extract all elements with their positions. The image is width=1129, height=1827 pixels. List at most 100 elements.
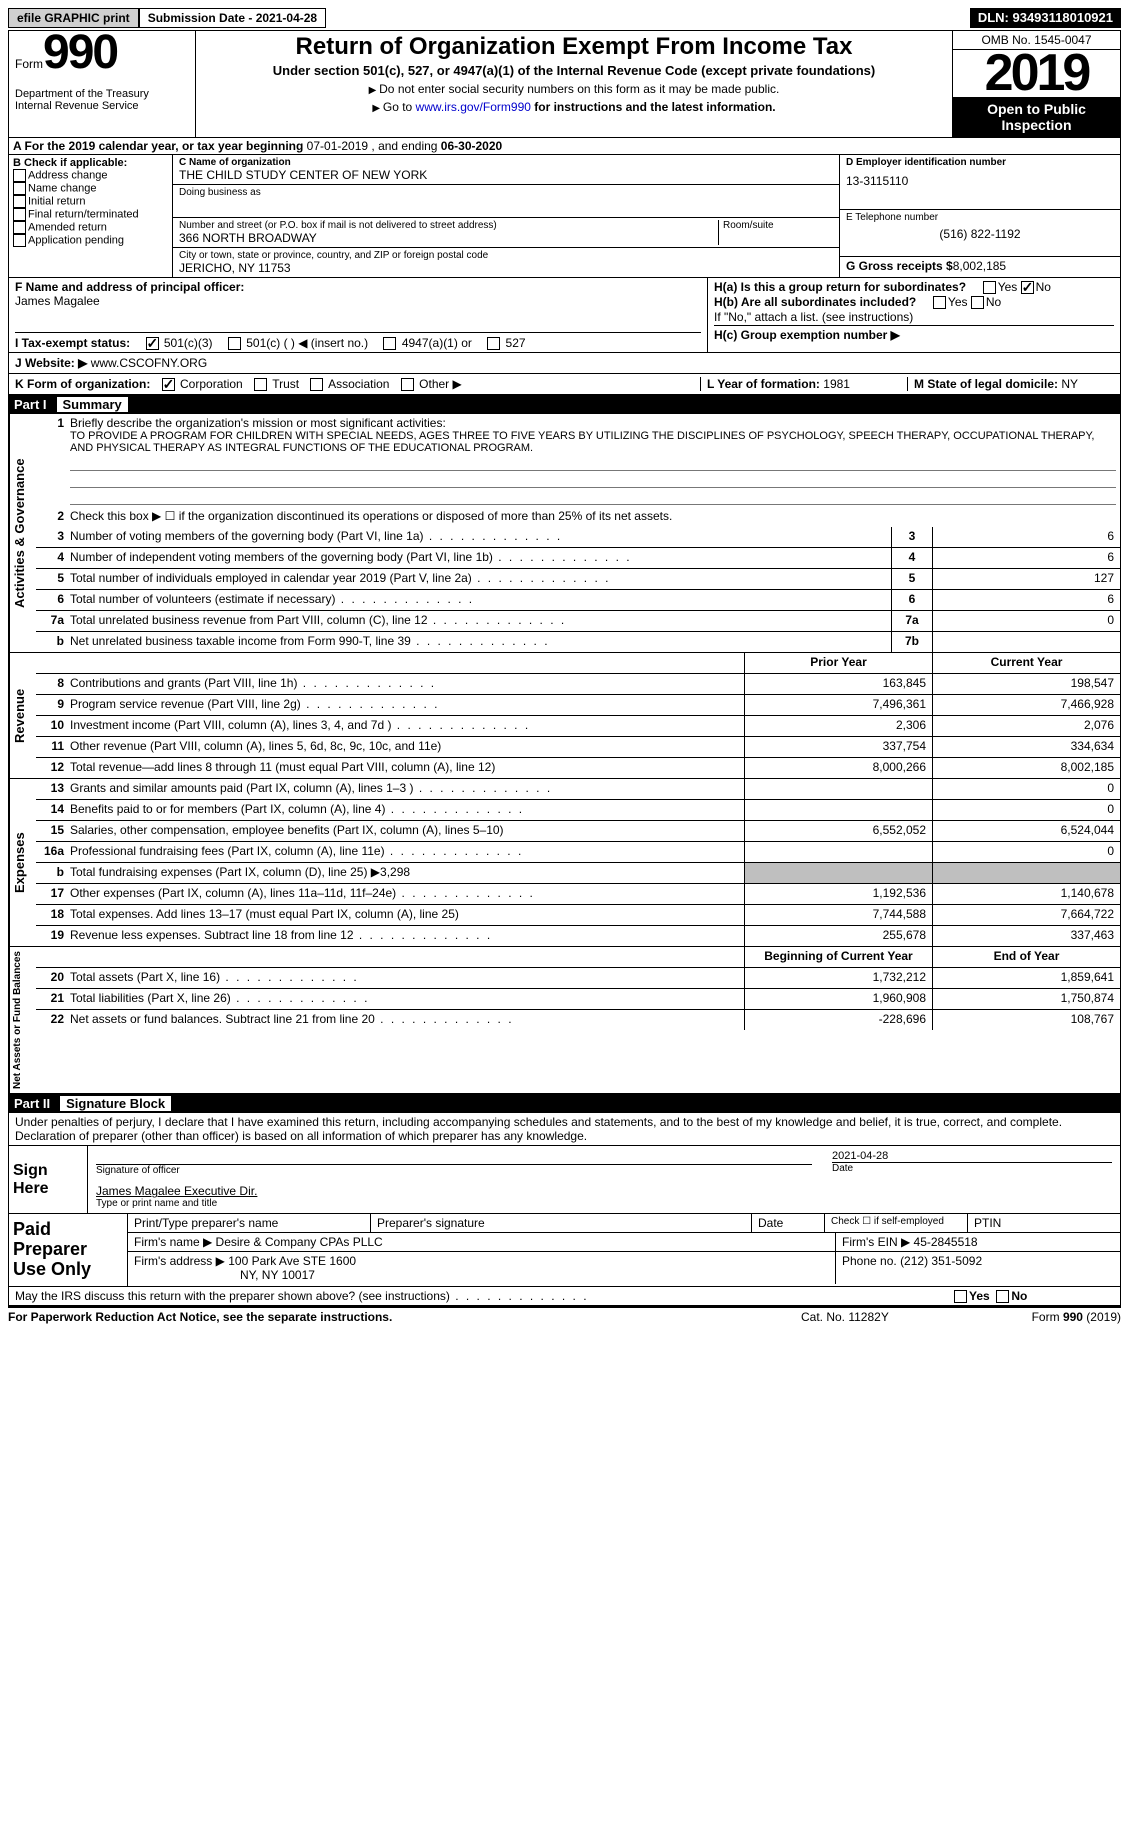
form-box: Form990 Department of the Treasury Inter… xyxy=(9,31,196,137)
o-trust: Trust xyxy=(272,377,299,391)
officer-lbl: F Name and address of principal officer: xyxy=(15,280,244,294)
street-lbl: Number and street (or P.O. box if mail i… xyxy=(179,220,718,231)
cb-527[interactable] xyxy=(487,337,500,350)
topbar: efile GRAPHIC print Submission Date - 20… xyxy=(8,8,1121,28)
dln: DLN: 93493118010921 xyxy=(970,8,1121,28)
tax-status-lbl: I Tax-exempt status: xyxy=(15,336,130,350)
v3: 6 xyxy=(932,527,1120,547)
cb-amended[interactable] xyxy=(13,221,26,234)
part1-num: Part I xyxy=(14,397,47,412)
form-word: Form xyxy=(15,57,43,71)
l7a: Total unrelated business revenue from Pa… xyxy=(66,611,891,631)
hb-yes[interactable] xyxy=(933,296,946,309)
col-h: H(a) Is this a group return for subordin… xyxy=(707,278,1120,352)
footer-r: Form 990 (2019) xyxy=(971,1310,1121,1324)
c15: 6,524,044 xyxy=(932,821,1120,841)
paid-lbl: Paid Preparer Use Only xyxy=(9,1214,128,1285)
cb-initial[interactable] xyxy=(13,195,26,208)
cb-pending[interactable] xyxy=(13,234,26,247)
form990-link[interactable]: www.irs.gov/Form990 xyxy=(416,100,531,114)
h-note: If "No," attach a list. (see instruction… xyxy=(714,310,1114,324)
cb-assoc[interactable] xyxy=(310,378,323,391)
l14: Benefits paid to or for members (Part IX… xyxy=(66,800,744,820)
cb-corp[interactable] xyxy=(162,378,175,391)
l18: Total expenses. Add lines 13–17 (must eq… xyxy=(66,905,744,925)
ha-no[interactable] xyxy=(1021,281,1034,294)
p14 xyxy=(744,800,932,820)
title-sub: Under section 501(c), 527, or 4947(a)(1)… xyxy=(204,63,944,78)
c9: 7,466,928 xyxy=(932,695,1120,715)
cb-final[interactable] xyxy=(13,208,26,221)
c20: 1,859,641 xyxy=(932,968,1120,988)
yes2: Yes xyxy=(948,295,968,309)
cb-trust[interactable] xyxy=(254,378,267,391)
label-gov: Activities & Governance xyxy=(9,414,36,652)
c13: 0 xyxy=(932,779,1120,799)
o-corp: Corporation xyxy=(180,377,243,391)
cb-final-lbl: Final return/terminated xyxy=(28,208,139,220)
cb-pending-lbl: Application pending xyxy=(28,234,124,246)
cb-other[interactable] xyxy=(401,378,414,391)
exp-block: Expenses 13Grants and similar amounts pa… xyxy=(8,779,1121,947)
self-emp: Check ☐ if self-employed xyxy=(825,1214,968,1232)
efile-btn[interactable]: efile GRAPHIC print xyxy=(8,8,139,28)
ha-yes[interactable] xyxy=(983,281,996,294)
p12: 8,000,266 xyxy=(744,758,932,778)
l4: Number of independent voting members of … xyxy=(66,548,891,568)
website: www.CSCOFNY.ORG xyxy=(91,356,207,370)
firm-addr-lbl: Firm's address ▶ xyxy=(134,1254,225,1268)
l21: Total liabilities (Part X, line 26) xyxy=(66,989,744,1009)
prep-date-hdr: Date xyxy=(752,1214,825,1232)
cb-4947[interactable] xyxy=(383,337,396,350)
c11: 334,634 xyxy=(932,737,1120,757)
p10: 2,306 xyxy=(744,716,932,736)
o-4947: 4947(a)(1) or xyxy=(402,336,472,350)
c16b xyxy=(932,863,1120,883)
cb-address[interactable] xyxy=(13,169,26,182)
dba-cell: Doing business as xyxy=(173,185,839,218)
cb-501c3[interactable] xyxy=(146,337,159,350)
rev-block: Revenue Prior YearCurrent Year 8Contribu… xyxy=(8,653,1121,779)
rowa-lbl: A For the 2019 calendar year, or tax yea… xyxy=(13,139,307,153)
p15: 6,552,052 xyxy=(744,821,932,841)
tax-year: 2019 xyxy=(953,50,1120,97)
hb-no[interactable] xyxy=(971,296,984,309)
no1: No xyxy=(1036,280,1051,294)
l16a: Professional fundraising fees (Part IX, … xyxy=(66,842,744,862)
discuss-yes[interactable] xyxy=(954,1290,967,1303)
declaration: Under penalties of perjury, I declare th… xyxy=(8,1113,1121,1146)
dept1: Department of the Treasury xyxy=(15,88,189,100)
eoy-hdr: End of Year xyxy=(932,947,1120,967)
ha-row: H(a) Is this a group return for subordin… xyxy=(714,280,1114,294)
p19: 255,678 xyxy=(744,926,932,946)
label-exp: Expenses xyxy=(9,779,36,946)
domicile: NY xyxy=(1061,377,1078,391)
col-de: D Employer identification number 13-3115… xyxy=(839,155,1120,277)
discuss-no[interactable] xyxy=(996,1290,1009,1303)
cb-501c[interactable] xyxy=(228,337,241,350)
v6: 6 xyxy=(932,590,1120,610)
p22: -228,696 xyxy=(744,1010,932,1030)
title-l1: Do not enter social security numbers on … xyxy=(204,82,944,96)
cb-initial-lbl: Initial return xyxy=(28,195,85,207)
o-501c3: 501(c)(3) xyxy=(164,336,213,350)
c10: 2,076 xyxy=(932,716,1120,736)
sig-date: 2021-04-28 xyxy=(832,1150,1112,1162)
label-net: Net Assets or Fund Balances xyxy=(9,947,36,1093)
org-name-lbl: C Name of organization xyxy=(179,157,291,168)
o-501c: 501(c) ( ) ◀ (insert no.) xyxy=(246,336,368,350)
o-assoc: Association xyxy=(328,377,389,391)
part1-title: Summary xyxy=(57,397,128,412)
row-k: K Form of organization: Corporation Trus… xyxy=(8,374,1121,395)
l20: Total assets (Part X, line 16) xyxy=(66,968,744,988)
gross-lbl: G Gross receipts $ xyxy=(846,259,953,273)
mission-val: TO PROVIDE A PROGRAM FOR CHILDREN WITH S… xyxy=(70,430,1116,454)
title-box: Return of Organization Exempt From Incom… xyxy=(196,31,952,137)
dno: No xyxy=(1011,1289,1027,1303)
c18: 7,664,722 xyxy=(932,905,1120,925)
col-f: F Name and address of principal officer:… xyxy=(9,278,707,352)
c8: 198,547 xyxy=(932,674,1120,694)
l16b: Total fundraising expenses (Part IX, col… xyxy=(66,863,744,883)
gross-cell: G Gross receipts $8,002,185 xyxy=(840,257,1120,275)
cb-name[interactable] xyxy=(13,182,26,195)
